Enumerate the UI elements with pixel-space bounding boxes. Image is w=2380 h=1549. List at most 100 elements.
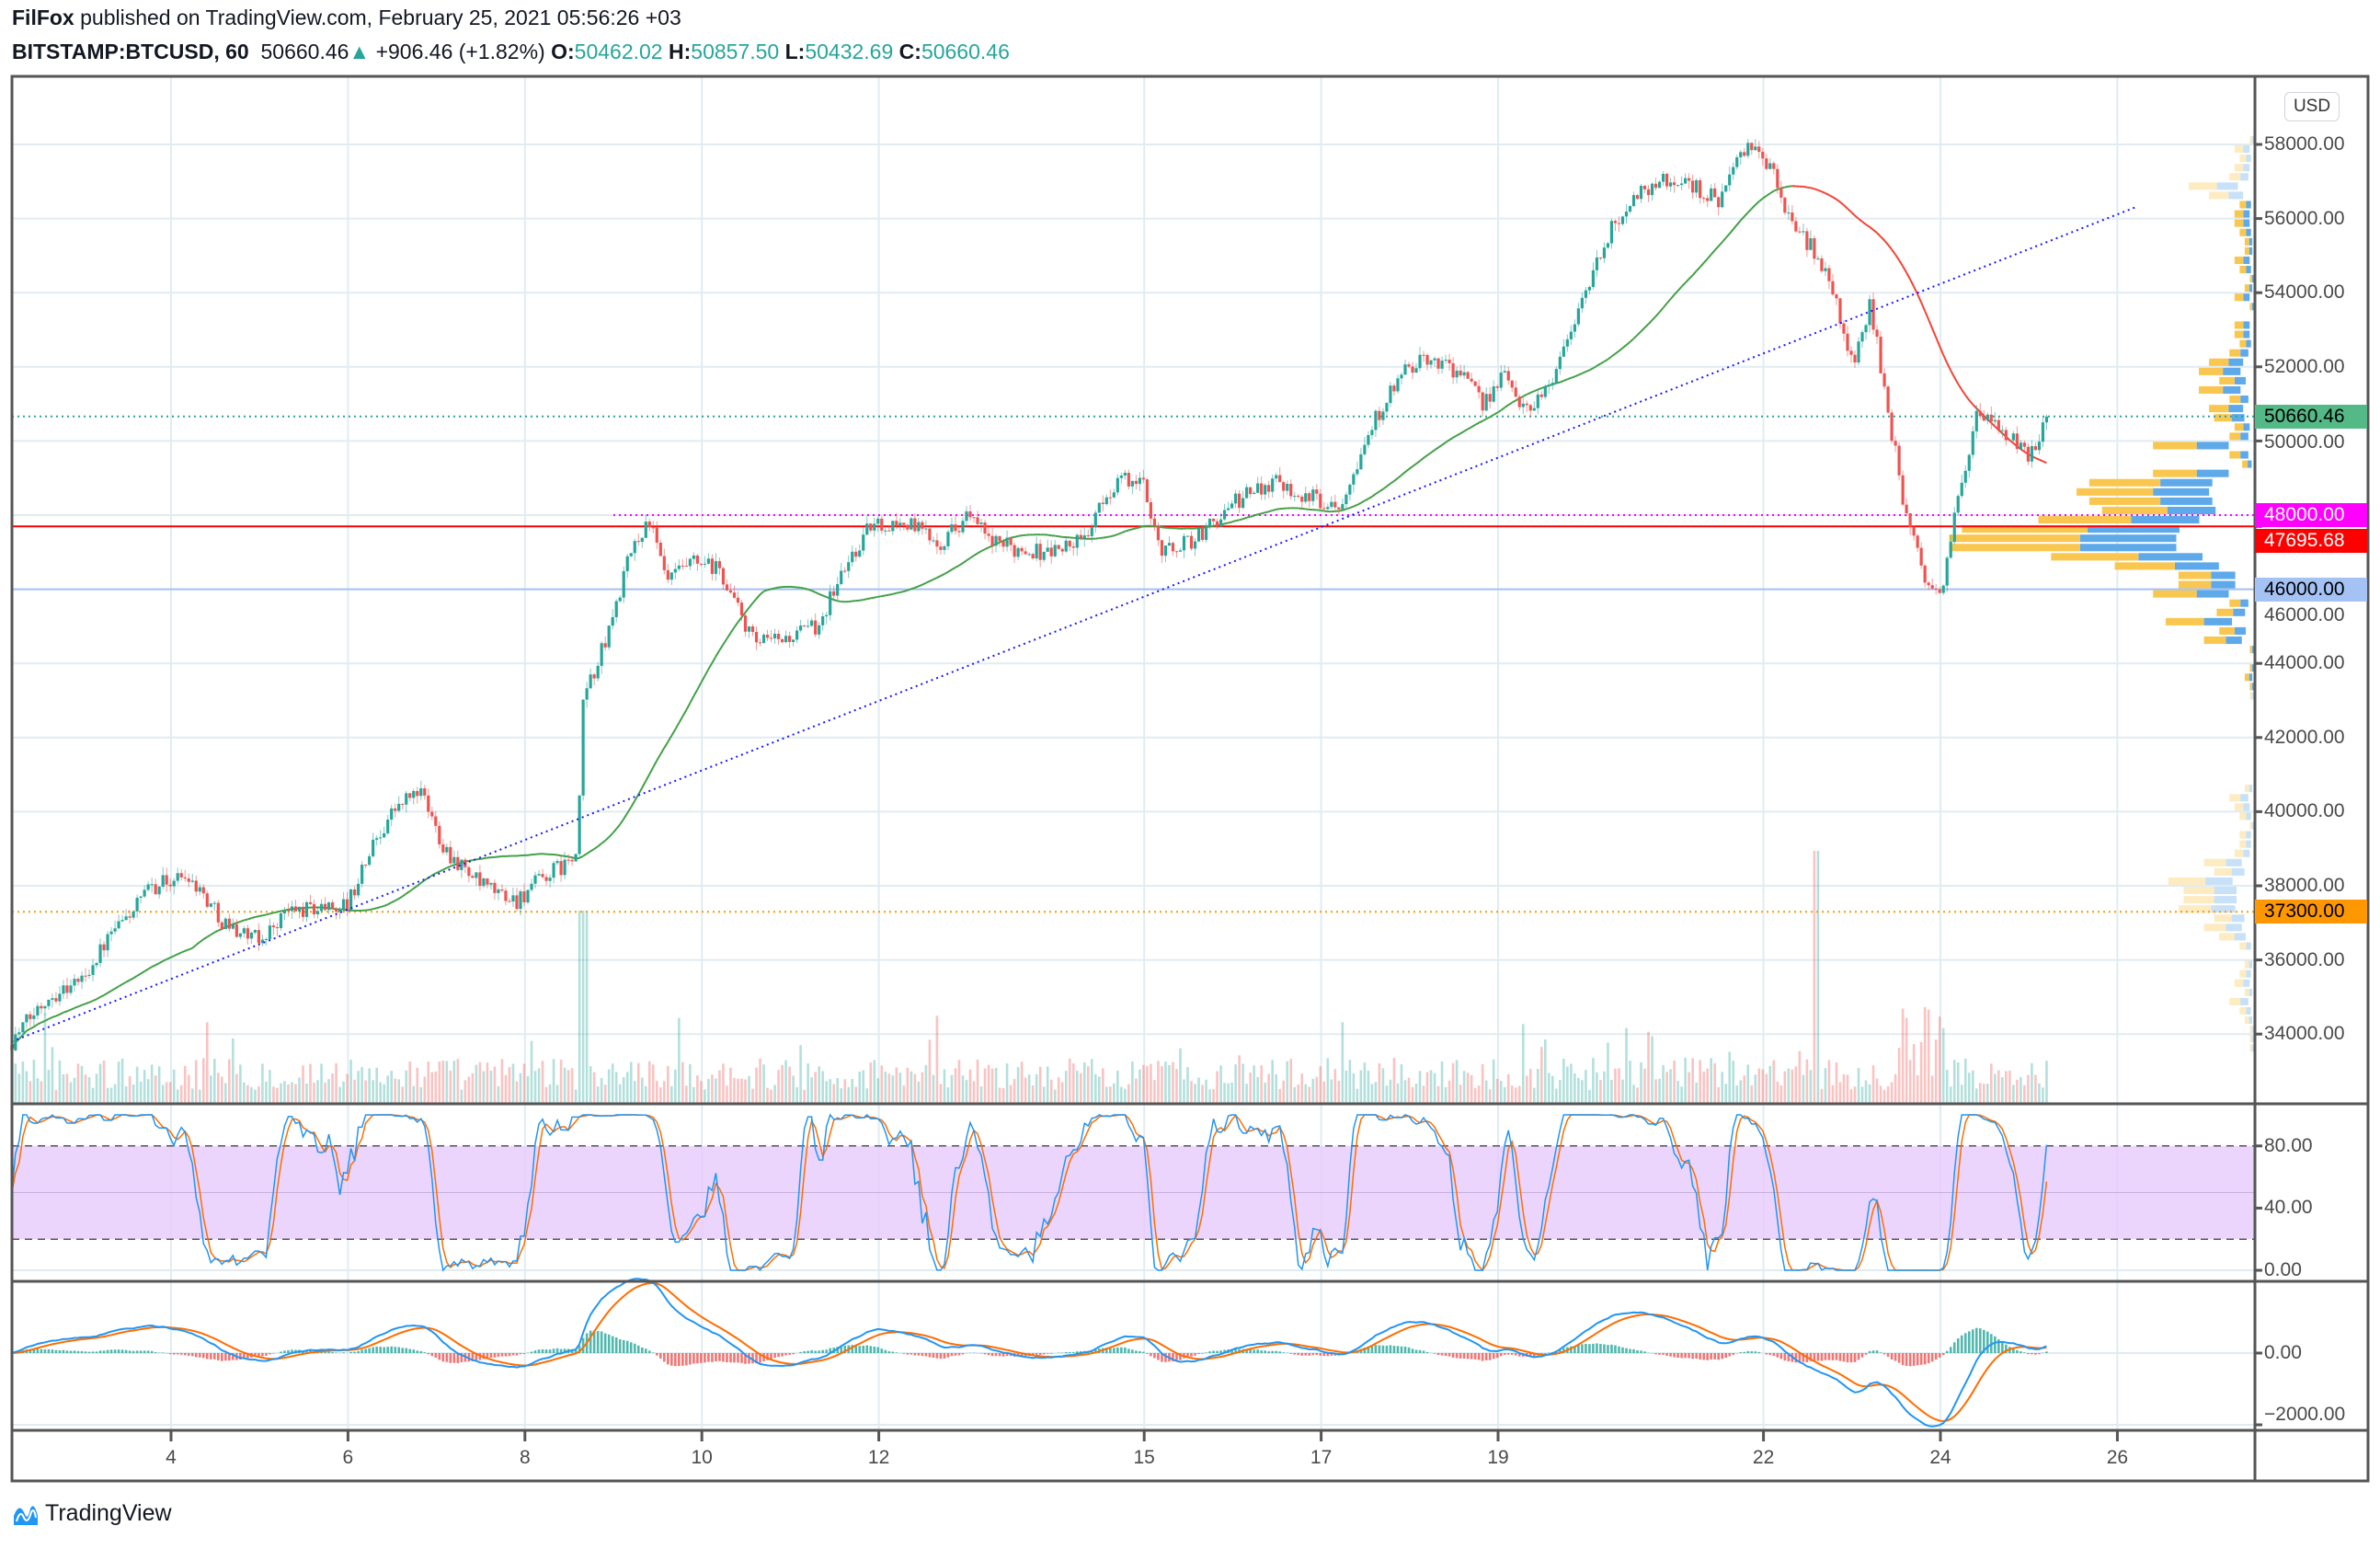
volume-bar [1651, 1036, 1653, 1104]
moving-average-segment [1839, 201, 1845, 206]
candle-body [1381, 411, 1385, 420]
volume-bar [751, 1088, 754, 1104]
volume-bar [1890, 1082, 1894, 1104]
macd-histogram-bar [198, 1353, 201, 1358]
volume-bar [250, 1086, 253, 1104]
macd-histogram-bar [305, 1349, 308, 1353]
volume-bar [1105, 1086, 1108, 1104]
macd-histogram-bar [80, 1350, 84, 1353]
candle-body [386, 820, 390, 833]
candle-body [1908, 513, 1912, 527]
candle-body [1433, 358, 1436, 361]
macd-histogram-bar [1732, 1353, 1735, 1355]
volume-bar [1090, 1059, 1093, 1104]
moving-average-segment [269, 912, 274, 915]
macd-histogram-bar [655, 1353, 658, 1356]
candle-body [1672, 182, 1676, 186]
volume-bar [331, 1073, 334, 1104]
candle-body [2004, 430, 2008, 441]
moving-average-segment [1533, 388, 1539, 393]
macd-histogram-bar [700, 1353, 703, 1363]
macd-histogram-bar [891, 1351, 895, 1353]
macd-histogram-bar [1960, 1335, 1963, 1353]
volume-bar [939, 1084, 943, 1104]
candle-body [1993, 419, 1997, 422]
moving-average-segment [977, 550, 982, 555]
macd-histogram-bar [1967, 1331, 1971, 1353]
candle-body [345, 899, 349, 912]
volume-bar [1495, 1078, 1499, 1104]
macd-histogram-bar [1949, 1347, 1952, 1353]
volume-bar [611, 1063, 614, 1104]
moving-average-segment [1710, 249, 1716, 256]
moving-average-segment [1665, 298, 1672, 304]
volume-bar [221, 1076, 223, 1104]
volume-bar [1245, 1084, 1248, 1104]
macd-histogram-bar [1455, 1353, 1459, 1359]
volume-bar [1665, 1072, 1668, 1104]
volume-bar [1194, 1084, 1196, 1104]
time-axis-label: 4 [166, 1447, 177, 1468]
candle-body [1495, 386, 1499, 388]
candle-body [699, 563, 703, 565]
candle-body [754, 632, 759, 643]
macd-histogram-bar [596, 1331, 600, 1353]
volume-bar [43, 1013, 47, 1104]
volume-bar [773, 1084, 776, 1104]
candle-body [231, 924, 235, 929]
candle-body [1275, 475, 1278, 479]
volume-bar [489, 1071, 493, 1104]
moving-average-segment [1485, 416, 1491, 420]
macd-histogram-bar [777, 1353, 780, 1358]
candle-body [1584, 290, 1587, 298]
volume-bar [2038, 1083, 2041, 1104]
volume-bar [1901, 1008, 1905, 1104]
moving-average-segment [85, 1001, 90, 1005]
moving-average-segment [1964, 395, 1971, 401]
volume-bar [316, 1080, 319, 1104]
moving-average-segment [1128, 528, 1133, 532]
volume-bar [990, 1068, 994, 1104]
candle-body [998, 535, 1001, 542]
volume-bar [1216, 1071, 1219, 1104]
candle-body [1286, 484, 1289, 491]
macd-histogram-bar [1528, 1353, 1532, 1358]
candle-body [1562, 346, 1565, 357]
macd-histogram-bar [943, 1353, 946, 1359]
macd-histogram-bar [541, 1348, 544, 1353]
moving-average-segment [921, 581, 927, 586]
author-name[interactable]: FilFox [12, 6, 74, 29]
tradingview-logo[interactable]: TradingView [12, 1499, 172, 1527]
volume-bar [1093, 1073, 1097, 1104]
macd-histogram-bar [1997, 1338, 2000, 1353]
candle-body [1020, 547, 1024, 552]
moving-average-segment [1769, 189, 1775, 195]
macd-histogram-bar [814, 1350, 817, 1353]
moving-average-segment [233, 922, 237, 925]
macd-histogram-bar [497, 1353, 500, 1358]
volume-bar [559, 1060, 563, 1104]
volume-bar [917, 1081, 921, 1104]
volume-bar [309, 1063, 312, 1104]
macd-histogram-bar [726, 1353, 728, 1363]
candle-body [1304, 493, 1308, 502]
volume-bar [600, 1078, 603, 1104]
volume-bar [965, 1080, 968, 1104]
currency-button[interactable]: USD [2284, 92, 2340, 121]
volume-profile-down-bar [2178, 580, 2212, 589]
moving-average-segment [1566, 376, 1572, 381]
candle-body [1436, 358, 1440, 369]
volume-bar [843, 1079, 847, 1104]
candle-body [1451, 362, 1455, 378]
candle-body [1138, 477, 1141, 485]
macd-histogram-bar [2012, 1348, 2015, 1353]
moving-average-segment [1013, 534, 1019, 538]
candle-body [511, 895, 515, 902]
macd-histogram-bar [611, 1336, 614, 1353]
candle-body [1699, 179, 1702, 199]
candle-body [636, 541, 640, 543]
volume-profile-down-bar [2249, 683, 2252, 691]
macd-histogram-bar [689, 1353, 692, 1365]
volume-bar [1201, 1084, 1204, 1104]
